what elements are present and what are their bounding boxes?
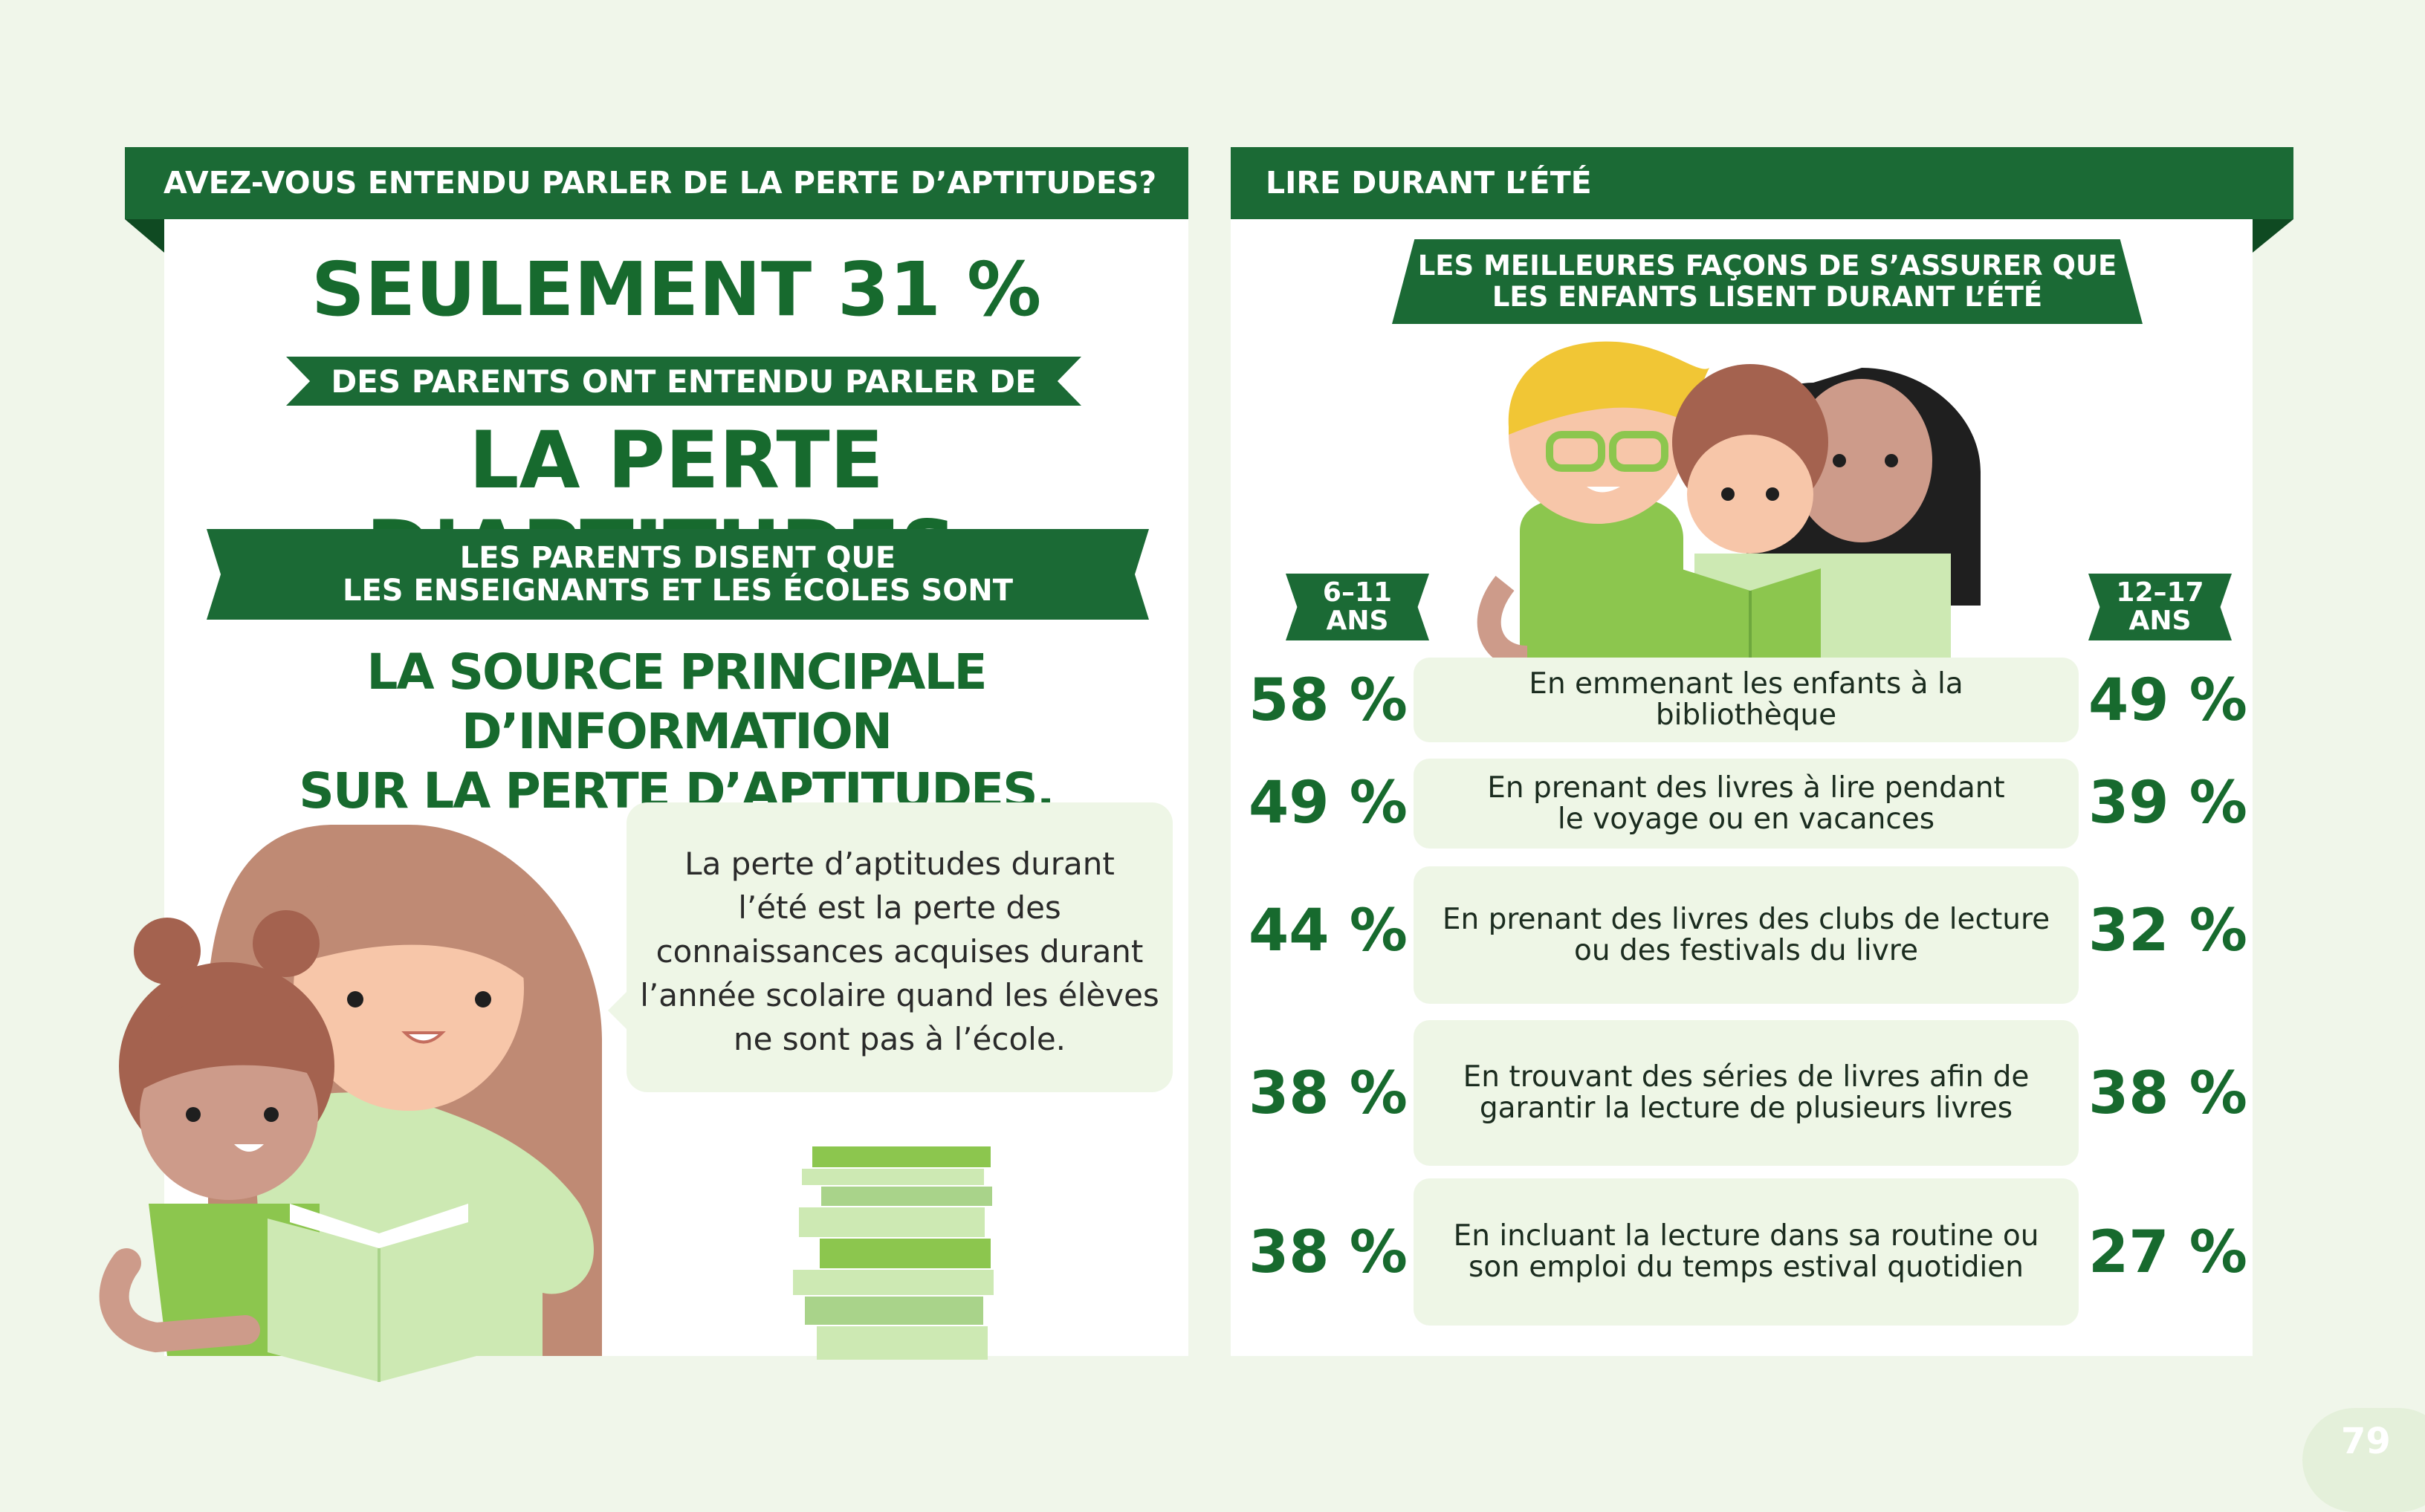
option-row-3-line1: En prenant des livres des clubs de lectu… <box>1442 902 2050 936</box>
open-book-illustration <box>268 1204 490 1382</box>
book-stack-illustration <box>793 1146 994 1360</box>
age-tag-6-11-line2: ANS <box>1326 606 1389 636</box>
age-tag-12-17: 12–17 ANS <box>2088 574 2232 640</box>
pct-12-17-row-5: 27 % <box>2088 1219 2247 1286</box>
source-line-1: LA SOURCE PRINCIPALE D’INFORMATION <box>366 643 987 760</box>
option-row-2: En prenant des livres à lire pendant le … <box>1414 759 2079 849</box>
ribbon-parents-heard: DES PARENTS ONT ENTENDU PARLER DE <box>286 357 1081 406</box>
ribbon-parents-heard-text: DES PARENTS ONT ENTENDU PARLER DE <box>331 363 1037 400</box>
ribbon-parents-say-line1: LES PARENTS DISENT QUE <box>459 541 896 575</box>
ribbon-parents-say: LES PARENTS DISENT QUE LES ENSEIGNANTS E… <box>207 529 1149 620</box>
age-tag-6-11: 6–11 ANS <box>1286 574 1429 640</box>
page-number: 79 <box>2341 1421 2391 1462</box>
option-row-5: En incluant la lecture dans sa routine o… <box>1414 1178 2079 1326</box>
option-row-5-line1: En incluant la lecture dans sa routine o… <box>1453 1219 2039 1253</box>
option-row-5-line2: son emploi du temps estival quotidien <box>1469 1250 2024 1284</box>
definition-line-5: ne sont pas à l’école. <box>733 1021 1066 1057</box>
right-header-text: LIRE DURANT L’ÉTÉ <box>1266 165 1592 201</box>
option-row-2-line2: le voyage ou en vacances <box>1557 802 1935 836</box>
bubble-tail <box>608 988 630 1033</box>
definition-bubble: La perte d’aptitudes durant l’été est la… <box>627 802 1173 1092</box>
option-row-4-line1: En trouvant des séries de livres afin de <box>1463 1060 2030 1094</box>
right-header-banner: LIRE DURANT L’ÉTÉ <box>1231 147 2293 219</box>
boy-with-glasses <box>1477 341 1709 658</box>
pct-6-11-row-3: 44 % <box>1249 898 1408 964</box>
best-ways-line-2: LES ENFANTS LISENT DURANT L’ÉTÉ <box>1492 281 2043 313</box>
left-banner-fold <box>125 219 164 253</box>
definition-line-2: l’été est la perte des <box>738 889 1061 926</box>
best-ways-line-1: LES MEILLEURES FAÇONS DE S’ASSURER QUE <box>1417 250 2117 282</box>
option-row-3-line2: ou des festivals du livre <box>1574 933 1918 967</box>
left-header-text: AVEZ-VOUS ENTENDU PARLER DE LA PERTE D’A… <box>163 165 1157 201</box>
mother-daughter-illustration <box>99 825 602 1382</box>
pct-6-11-row-1: 58 % <box>1249 667 1408 734</box>
option-row-1: En emmenant les enfants à la bibliothèqu… <box>1414 658 2079 742</box>
option-row-1-line1: En emmenant les enfants à la bibliothèqu… <box>1529 667 1963 732</box>
age-tag-12-17-line2: ANS <box>2128 606 2192 636</box>
option-row-4: En trouvant des séries de livres afin de… <box>1414 1020 2079 1166</box>
pct-6-11-row-4: 38 % <box>1249 1060 1408 1127</box>
option-row-4-line2: garantir la lecture de plusieurs livres <box>1479 1091 2013 1125</box>
option-row-2-line1: En prenant des livres à lire pendant <box>1487 770 2005 805</box>
definition-line-4: l’année scolaire quand les élèves <box>640 977 1159 1013</box>
option-row-3: En prenant des livres des clubs de lectu… <box>1414 866 2079 1004</box>
age-tag-12-17-line1: 12–17 <box>2116 577 2204 608</box>
pct-12-17-row-4: 38 % <box>2088 1060 2247 1127</box>
right-banner-fold <box>2253 219 2293 253</box>
pct-6-11-row-5: 38 % <box>1249 1219 1408 1286</box>
pct-12-17-row-2: 39 % <box>2088 770 2247 837</box>
pct-12-17-row-1: 49 % <box>2088 667 2247 734</box>
age-tag-6-11-line1: 6–11 <box>1322 577 1393 608</box>
stat-headline: SEULEMENT 31 % <box>311 246 1042 333</box>
family-reading-illustration <box>1477 341 1981 658</box>
definition-line-3: connaissances acquises durant <box>655 933 1144 970</box>
left-header-banner: AVEZ-VOUS ENTENDU PARLER DE LA PERTE D’A… <box>125 147 1188 219</box>
ribbon-best-ways: LES MEILLEURES FAÇONS DE S’ASSURER QUE L… <box>1392 239 2143 324</box>
ribbon-parents-say-line2: LES ENSEIGNANTS ET LES ÉCOLES SONT <box>342 574 1013 608</box>
definition-line-1: La perte d’aptitudes durant <box>684 846 1115 882</box>
source-statement: LA SOURCE PRINCIPALE D’INFORMATION SUR L… <box>164 643 1188 821</box>
child-curly-hair <box>1672 364 1828 658</box>
pct-6-11-row-2: 49 % <box>1249 770 1408 837</box>
pct-12-17-row-3: 32 % <box>2088 898 2247 964</box>
